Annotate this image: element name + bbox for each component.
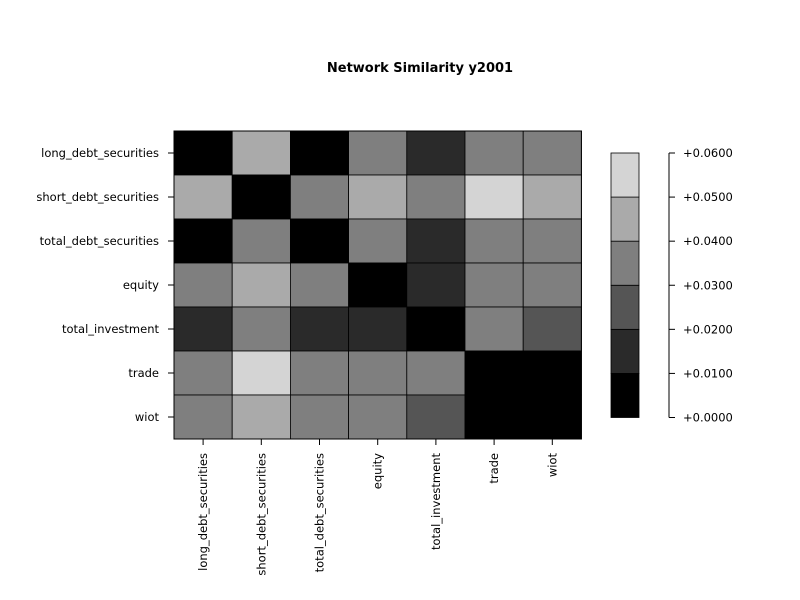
heatmap-cell [464,262,524,308]
legend-swatch [610,240,640,286]
heatmap-cell [348,218,408,264]
heatmap-cell [289,394,349,440]
column-tick-label: long_debt_securities [196,453,210,571]
heatmap-cell [173,394,233,440]
heatmap-cell [348,306,408,352]
legend-tick-label: +0.0100 [683,366,733,380]
heatmap-cell [231,350,291,396]
legend-swatch [610,284,640,330]
heatmap-cell [464,306,524,352]
heatmap-cell [406,306,466,352]
legend-tick-label: +0.0500 [683,190,733,204]
heatmap-cell [231,306,291,352]
heatmap-cell [231,394,291,440]
heatmap-cell [348,350,408,396]
row-tick-label: trade [128,366,159,380]
row-tick-label: long_debt_securities [41,146,159,160]
legend-swatch [610,196,640,242]
legend-tick-label: +0.0300 [683,278,733,292]
heatmap-cell [173,130,233,176]
heatmap-cell [173,350,233,396]
heatmap-cell [289,218,349,264]
column-tick-label: total_investment [429,453,443,550]
heatmap-cell [348,262,408,308]
color-legend: +0.0600 +0.0500 +0.0400 +0.0300 +0.0200 +0.01… [610,146,733,425]
heatmap-cell [289,174,349,220]
heatmap-cell [522,394,582,440]
heatmap-cell [522,130,582,176]
heatmap-cell [173,218,233,264]
legend-tick-label: +0.0400 [683,234,733,248]
heatmap-cell [406,218,466,264]
heatmap-cell [348,174,408,220]
heatmap-cell [173,174,233,220]
heatmap-cells [173,130,582,440]
column-tick-label: total_debt_securities [313,453,327,572]
column-tick-label: short_debt_securities [254,453,268,576]
heatmap-cell [464,350,524,396]
heatmap-cell [289,350,349,396]
legend-swatch [610,152,640,198]
heatmap-cell [406,394,466,440]
heatmap-cell [464,174,524,220]
heatmap-cell [406,130,466,176]
heatmap-cell [522,262,582,308]
row-tick-label: short_debt_securities [36,190,159,204]
heatmap-cell [173,306,233,352]
heatmap-cell [348,130,408,176]
row-tick-label: equity [123,278,159,292]
heatmap-cell [289,262,349,308]
heatmap-cell [231,174,291,220]
legend-tick-label: +0.0000 [683,411,733,425]
legend-tick-label: +0.0600 [683,146,733,160]
heatmap-cell [406,350,466,396]
column-tick-label: wiot [545,453,559,478]
legend-swatch [610,328,640,374]
row-labels: long_debt_securities short_debt_securitie… [36,146,174,424]
legend-swatch [610,373,640,418]
heatmap-cell [522,306,582,352]
heatmap-cell [173,262,233,308]
heatmap-cell [406,262,466,308]
heatmap-cell [289,130,349,176]
legend-tick-label: +0.0200 [683,322,733,336]
row-tick-label: wiot [135,410,160,424]
heatmap-cell [464,394,524,440]
heatmap-cell [522,174,582,220]
row-tick-label: total_debt_securities [40,234,159,248]
column-tick-label: trade [487,453,501,484]
heatmap-cell [464,218,524,264]
heatmap-cell [231,262,291,308]
chart-title: Network Similarity y2001 [327,61,513,76]
heatmap-cell [406,174,466,220]
heatmap-cell [289,306,349,352]
heatmap-cell [231,130,291,176]
heatmap-cell [522,350,582,396]
heatmap-cell [464,130,524,176]
column-tick-label: equity [371,453,385,489]
heatmap-cell [231,218,291,264]
row-tick-label: total_investment [62,322,159,336]
column-labels: long_debt_securities short_debt_securitie… [196,439,559,576]
heatmap-cell [348,394,408,440]
heatmap-cell [522,218,582,264]
